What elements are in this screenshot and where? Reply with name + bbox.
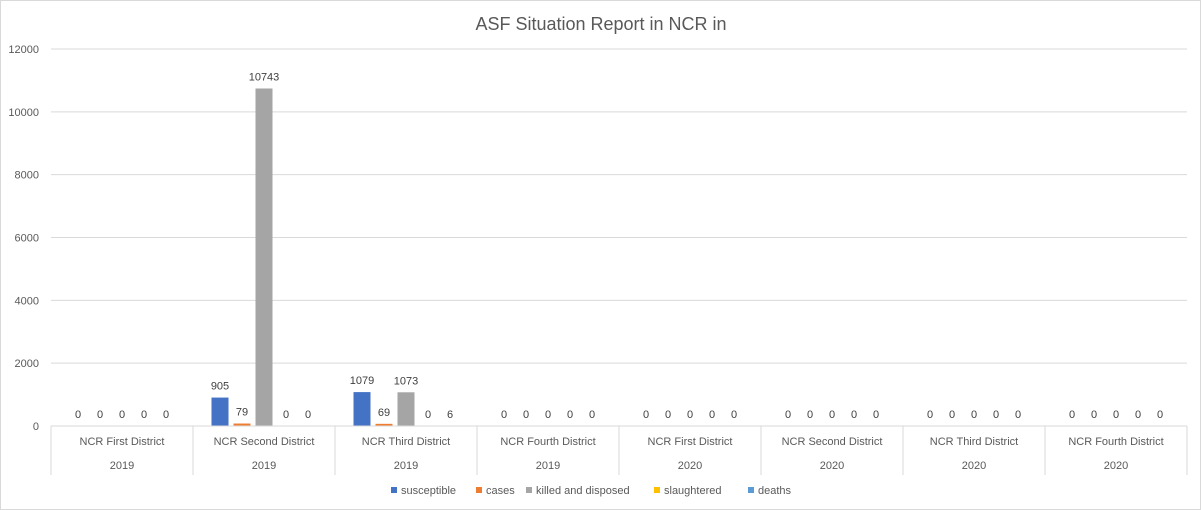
bar-cases [375,423,393,426]
legend: susceptible cases killed and disposed slaug… [391,485,792,497]
year-label: 2020 [1104,460,1128,472]
year-label: 2019 [394,460,418,472]
legend-swatch [748,487,754,493]
data-label: 0 [1113,409,1119,421]
data-label: 0 [119,409,125,421]
category-label: NCR Third District [930,436,1018,448]
y-tick-label: 4000 [15,295,39,307]
data-label: 0 [1015,409,1021,421]
data-label: 0 [807,409,813,421]
y-tick-label: 2000 [15,358,39,370]
legend-item: killed and disposed [526,485,630,497]
bar-cases [233,423,251,426]
bar-susceptible [353,392,371,426]
data-label: 905 [211,381,229,393]
data-label: 69 [378,407,390,419]
legend-item: cases [476,485,515,497]
category-label: NCR Second District [214,436,315,448]
data-label: 0 [523,409,529,421]
bar-killed-and-disposed [255,88,273,426]
bar-killed-and-disposed [397,392,415,426]
y-tick-label: 0 [33,421,39,433]
data-label: 0 [993,409,999,421]
legend-label: susceptible [401,485,456,497]
bar-susceptible [211,397,229,426]
legend-swatch [654,487,660,493]
data-label: 0 [141,409,147,421]
data-label: 0 [829,409,835,421]
data-label: 0 [501,409,507,421]
year-label: 2019 [536,460,560,472]
data-label: 0 [1091,409,1097,421]
y-tick-label: 6000 [15,233,39,245]
data-label: 0 [163,409,169,421]
data-label: 0 [851,409,857,421]
year-label: 2019 [252,460,276,472]
legend-swatch [526,487,532,493]
data-label: 0 [75,409,81,421]
year-label: 2019 [110,460,134,472]
data-label: 0 [643,409,649,421]
category-label: NCR Second District [782,436,883,448]
chart-title: ASF Situation Report in NCR in [475,14,726,34]
category-label: NCR Fourth District [500,436,595,448]
category-label: NCR First District [80,436,165,448]
bars [211,88,459,426]
category-label: NCR Fourth District [1068,436,1163,448]
data-label: 6 [447,409,453,421]
data-labels: 0 0 0 0 0 905 79 10743 0 0 1079 69 1073 0 6 0 0 0 0 0 0 0 0 0 0 0… [75,71,1163,421]
legend-swatch [391,487,397,493]
data-label: 0 [1135,409,1141,421]
data-label: 0 [949,409,955,421]
legend-swatch [476,487,482,493]
year-label: 2020 [820,460,844,472]
data-label: 1073 [394,375,418,387]
data-label: 0 [305,409,311,421]
data-label: 0 [665,409,671,421]
legend-label: cases [486,485,515,497]
gridlines [51,48,1187,364]
y-tick-label: 12000 [8,44,39,56]
y-axis-tick-labels: 0 2000 4000 6000 8000 10000 12000 [8,44,39,433]
data-label: 0 [545,409,551,421]
data-label: 0 [927,409,933,421]
data-label: 1079 [350,375,374,387]
data-label: 0 [425,409,431,421]
y-tick-label: 10000 [8,107,39,119]
data-label: 0 [97,409,103,421]
legend-label: deaths [758,485,792,497]
category-label: NCR First District [648,436,733,448]
year-label: 2020 [962,460,986,472]
data-label: 0 [971,409,977,421]
data-label: 10743 [249,71,280,83]
data-label: 0 [873,409,879,421]
legend-item: susceptible [391,485,456,497]
data-label: 0 [283,409,289,421]
data-label: 0 [1069,409,1075,421]
data-label: 79 [236,407,248,419]
year-label: 2020 [678,460,702,472]
data-label: 0 [785,409,791,421]
y-tick-label: 8000 [15,170,39,182]
legend-label: slaughtered [664,485,722,497]
legend-item: deaths [748,485,792,497]
category-axis: NCR First District 2019 NCR Second Distric… [50,425,1188,475]
data-label: 0 [589,409,595,421]
legend-item: slaughtered [654,485,722,497]
data-label: 0 [1157,409,1163,421]
legend-label: killed and disposed [536,485,630,497]
data-label: 0 [731,409,737,421]
data-label: 0 [709,409,715,421]
category-label: NCR Third District [362,436,450,448]
data-label: 0 [567,409,573,421]
data-label: 0 [687,409,693,421]
